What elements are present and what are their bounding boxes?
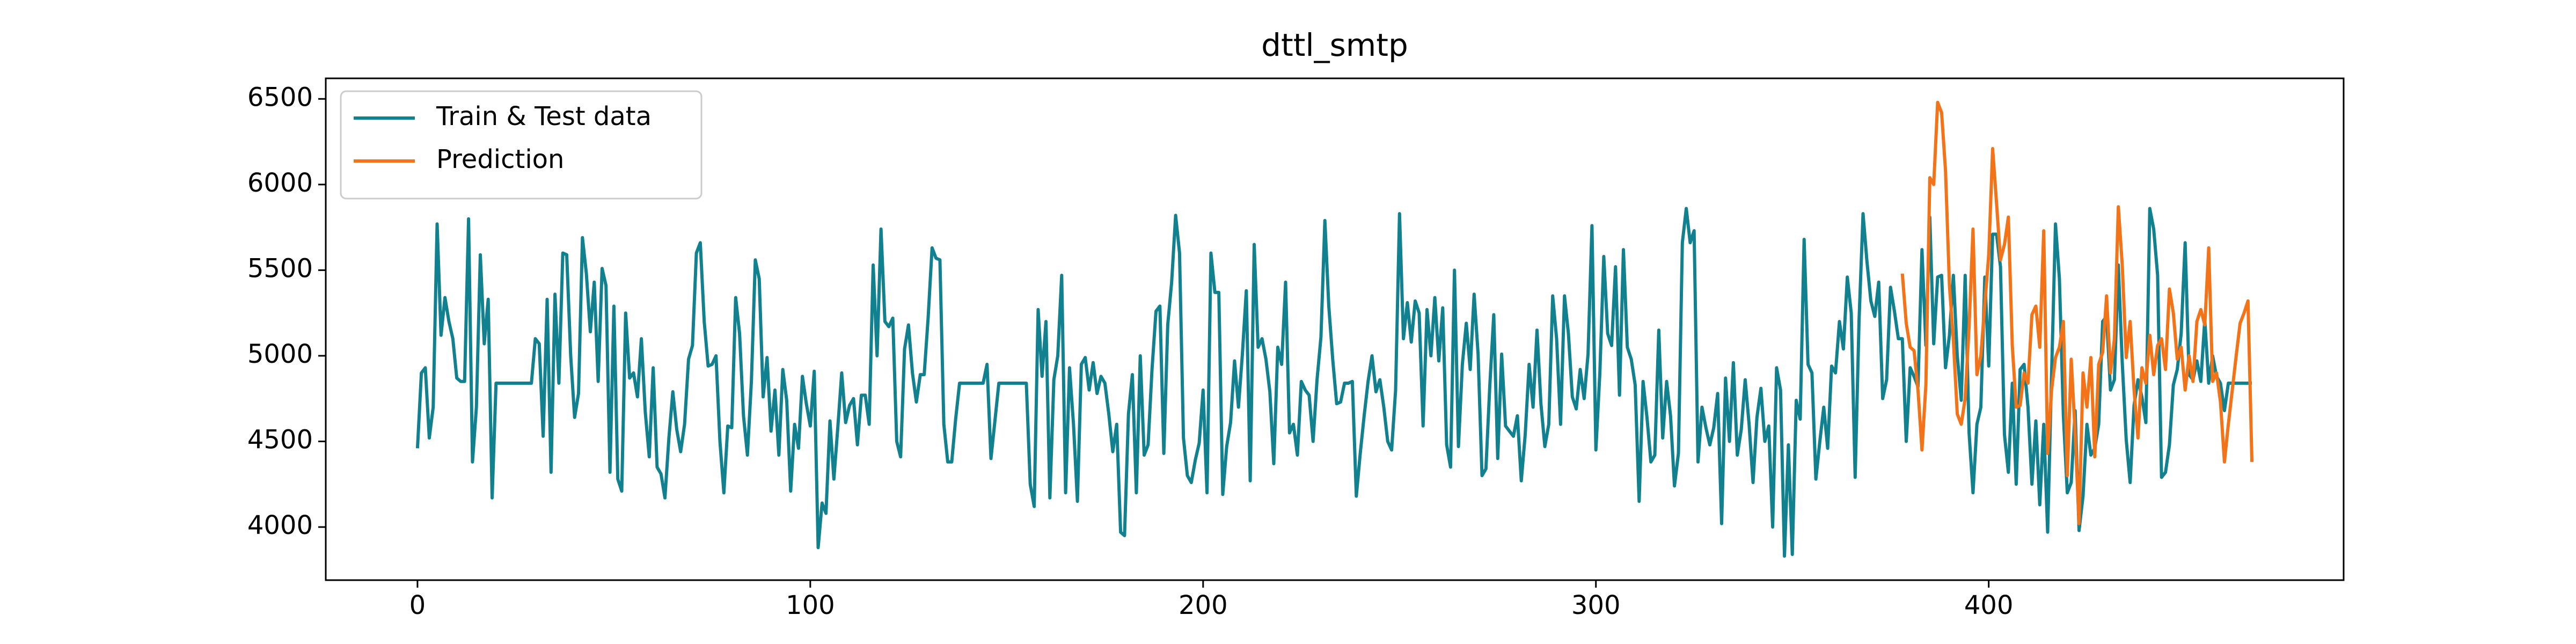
x-tick-label: 400 [1964, 590, 2014, 620]
legend-box [340, 90, 702, 200]
series-line [1900, 100, 2254, 525]
y-tick-label: 5500 [247, 253, 313, 283]
y-tick-label: 6000 [247, 168, 313, 198]
series-line [415, 207, 2252, 558]
y-tick-label: 6500 [247, 82, 313, 112]
x-tick-label: 300 [1571, 590, 1621, 620]
legend-label: Prediction [436, 144, 564, 174]
x-tick-label: 200 [1179, 590, 1228, 620]
plot-frame [325, 77, 2345, 581]
x-tick-label: 100 [786, 590, 835, 620]
y-tick-label: 4500 [247, 425, 313, 455]
x-tick-label: 0 [409, 590, 426, 620]
y-tick-label: 5000 [247, 339, 313, 369]
chart-title: dttl_smtp [1261, 27, 1408, 63]
y-tick-label: 4000 [247, 510, 313, 540]
legend-label: Train & Test data [436, 101, 652, 131]
